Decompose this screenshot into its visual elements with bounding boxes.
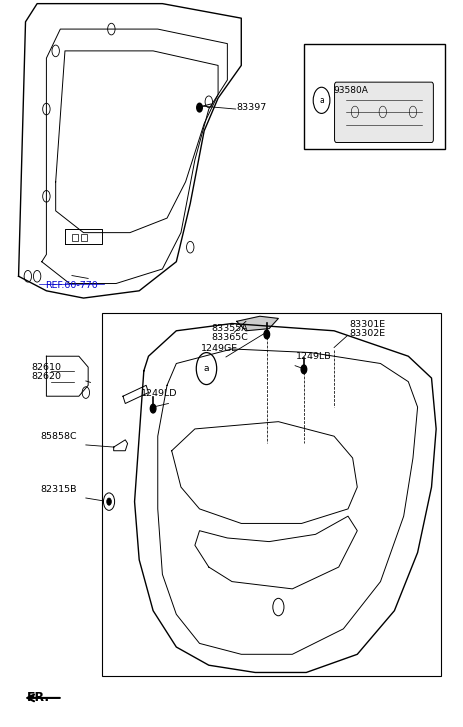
Text: a: a [319,96,323,105]
Text: 83355A: 83355A [211,324,247,333]
Bar [303,44,444,149]
FancyBboxPatch shape [334,82,432,142]
Circle shape [196,103,202,112]
Text: 93580A: 93580A [332,87,367,95]
Text: 1249LD: 1249LD [140,389,177,398]
Circle shape [300,365,306,374]
Text: 83301E: 83301E [348,321,384,329]
Polygon shape [236,316,278,331]
Circle shape [150,404,156,413]
Text: FR.: FR. [27,691,50,704]
Text: 82620: 82620 [31,372,62,381]
Text: 82315B: 82315B [41,485,77,494]
Circle shape [106,498,111,505]
Bar [102,313,440,676]
Text: 1249LB: 1249LB [295,352,331,361]
Bar [72,234,78,241]
Text: 83365C: 83365C [211,333,247,342]
Text: a: a [203,364,209,373]
Text: 83302E: 83302E [348,329,384,338]
Text: 82610: 82610 [31,364,62,372]
Circle shape [263,330,269,339]
Bar [81,234,87,241]
Text: 1249GE: 1249GE [200,345,237,353]
Text: REF.60-770: REF.60-770 [45,281,98,289]
Text: 85858C: 85858C [41,432,77,441]
Text: 83397: 83397 [236,103,266,112]
